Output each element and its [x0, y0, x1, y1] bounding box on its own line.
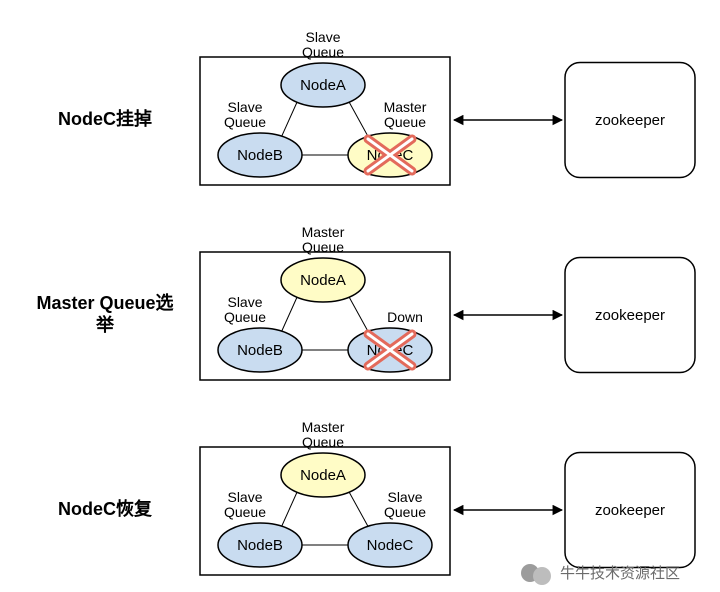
queue-label: Slave [227, 489, 262, 505]
queue-label: Queue [384, 504, 426, 520]
zookeeper-label: zookeeper [595, 502, 665, 519]
queue-label: Down [387, 309, 423, 325]
cluster-panel: NodeASlaveQueueNodeBSlaveQueueNodeCMaste… [200, 29, 450, 185]
zookeeper-label: zookeeper [595, 112, 665, 129]
node-label: NodeA [300, 467, 346, 484]
queue-label: Queue [384, 114, 426, 130]
cluster-panel: NodeAMasterQueueNodeBSlaveQueueNodeCDown [200, 224, 450, 380]
node-label: NodeC [367, 537, 414, 554]
queue-label: Slave [305, 29, 340, 45]
footer-text: 牛牛技术资源社区 [560, 565, 680, 582]
queue-label: Queue [224, 504, 266, 520]
queue-label: Master [302, 224, 345, 240]
diagram-svg: NodeASlaveQueueNodeBSlaveQueueNodeCMaste… [0, 0, 720, 592]
row-title: Master Queue选 [36, 293, 173, 313]
queue-label: Slave [387, 489, 422, 505]
node-label: NodeB [237, 342, 283, 359]
queue-label: Slave [227, 99, 262, 115]
row-title: NodeC挂掉 [58, 108, 152, 129]
queue-label: Queue [224, 114, 266, 130]
queue-label: Queue [302, 44, 344, 60]
node-label: NodeA [300, 77, 346, 94]
cluster-panel: NodeAMasterQueueNodeBSlaveQueueNodeCSlav… [200, 419, 450, 575]
node-label: NodeB [237, 537, 283, 554]
queue-label: Slave [227, 294, 262, 310]
queue-label: Queue [302, 434, 344, 450]
queue-label: Queue [224, 309, 266, 325]
queue-label: Queue [302, 239, 344, 255]
row-title: NodeC恢复 [58, 498, 153, 519]
node-label: NodeB [237, 147, 283, 164]
row-title: 举 [95, 314, 115, 335]
node-label: NodeA [300, 272, 346, 289]
queue-label: Master [384, 99, 427, 115]
queue-label: Master [302, 419, 345, 435]
zookeeper-label: zookeeper [595, 307, 665, 324]
